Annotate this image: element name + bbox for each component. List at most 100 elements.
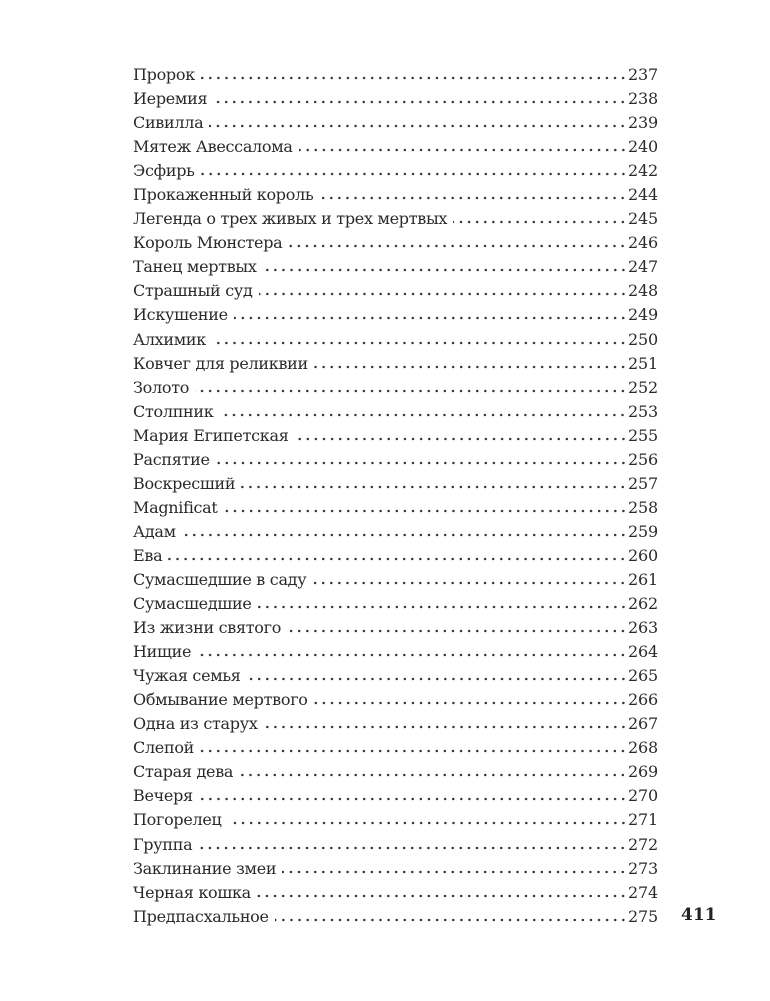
toc-entry-title: Король Мюнстера [133,233,283,253]
toc-entry-page: 270 [628,786,658,806]
toc-entry-title: Алхимик [133,329,206,349]
toc-entry-title: Золото [133,377,190,397]
toc-entry: Одна из старух 267 [133,712,658,736]
toc-entry: Золото 252 [133,376,658,400]
toc-entry-title: Группа [133,834,193,854]
toc-entry-page: 274 [628,882,658,902]
toc-entry: Нищие 264 [133,640,658,664]
dot-leader [200,76,628,80]
toc-entry: Искушение 249 [133,303,658,327]
dot-leader [233,316,628,321]
toc-entry: Magnificat 258 [133,496,658,520]
dot-leader [256,893,628,898]
table-of-contents: Пророк 237 Иеремия 238 Сивилла 239 Мятеж Авесс… [133,63,658,929]
toc-entry: Погорелец 271 [133,808,658,832]
toc-entry-page: 263 [628,618,658,638]
toc-entry: Воскресший 257 [133,472,658,496]
toc-entry-page: 264 [628,642,658,662]
dot-leader [211,340,628,345]
toc-entry-title: Распятие [133,449,210,469]
toc-entry-page: 251 [628,353,658,373]
toc-entry-title: Ева [133,545,163,565]
toc-entry: Сумасшедшие в саду 261 [133,568,658,592]
toc-entry-page: 238 [628,89,658,109]
toc-entry-title: Мария Египетская [133,425,289,445]
toc-entry-page: 253 [628,401,658,421]
dot-leader [168,556,628,561]
toc-entry-page: 273 [628,858,658,878]
dot-leader [209,124,628,129]
dot-leader [453,220,628,225]
toc-entry-title: Погорелец [133,810,222,830]
toc-entry-page: 260 [628,545,658,565]
dot-leader [200,172,628,177]
toc-entry-title: Обмывание мертвого [133,690,308,710]
toc-entry-title: Сивилла [133,113,204,133]
dot-leader [313,364,628,369]
toc-entry-page: 237 [628,65,658,84]
toc-entry: Слепой 268 [133,736,658,760]
dot-leader [294,436,628,441]
toc-entry: Чужая семья 265 [133,664,658,688]
toc-entry-page: 268 [628,738,658,758]
toc-entry: Танец мертвых 247 [133,255,658,279]
toc-entry-title: Вечеря [133,786,193,806]
dot-leader [239,773,628,778]
page-number: 411 [681,905,717,925]
toc-entry-title: Ковчег для реликвии [133,353,308,373]
toc-entry-page: 242 [628,161,658,181]
toc-entry-page: 244 [628,185,658,205]
toc-entry-title: Черная кошка [133,882,251,902]
toc-entry: Предпасхальное 275 [133,905,658,929]
toc-entry: Иеремия 238 [133,87,658,111]
toc-entry-page: 256 [628,449,658,469]
toc-entry: Столпник 253 [133,400,658,424]
toc-entry-page: 266 [628,690,658,710]
toc-entry-page: 259 [628,521,658,541]
toc-entry-page: 250 [628,329,658,349]
dot-leader [215,460,628,465]
toc-entry-page: 245 [628,209,658,229]
toc-entry: Заклинание змеи 273 [133,857,658,881]
toc-entry-title: Заклинание змеи [133,858,277,878]
dot-leader [246,677,628,682]
toc-entry-page: 261 [628,569,658,589]
toc-entry-page: 240 [628,137,658,157]
toc-entry-title: Искушение [133,305,228,325]
dot-leader [198,845,628,850]
dot-leader [181,532,628,537]
toc-entry: Ковчег для реликвии 251 [133,352,658,376]
toc-entry: Пророк 237 [133,63,658,87]
dot-leader [312,580,628,585]
toc-entry: Вечеря 270 [133,784,658,808]
toc-entry-title: Слепой [133,738,195,758]
toc-entry-page: 258 [628,497,658,517]
toc-entry-page: 249 [628,305,658,325]
dot-leader [262,268,628,273]
toc-entry: Обмывание мертвого 266 [133,688,658,712]
dot-leader [213,100,628,105]
toc-entry: Король Мюнстера 246 [133,231,658,255]
toc-entry-title: Танец мертвых [133,257,257,277]
toc-entry-title: Сумасшедшие в саду [133,569,307,589]
toc-entry: Алхимик 250 [133,328,658,352]
toc-entry: Эсфирь 242 [133,159,658,183]
dot-leader [219,412,628,417]
toc-entry: Из жизни святого 263 [133,616,658,640]
toc-entry-title: Предпасхальное [133,906,269,926]
toc-entry-title: Старая дева [133,762,234,782]
dot-leader [227,821,628,826]
toc-entry-title: Столпник [133,401,214,421]
dot-leader [313,701,628,706]
toc-entry-title: Чужая семья [133,666,241,686]
toc-entry-title: Страшный суд [133,281,253,301]
dot-leader [263,725,628,730]
toc-entry: Адам 259 [133,520,658,544]
toc-entry-title: Прокаженный король [133,185,314,205]
dot-leader [257,605,628,610]
toc-entry-title: Одна из старух [133,714,258,734]
toc-entry: Группа 272 [133,833,658,857]
toc-entry-title: Пророк [133,65,195,84]
toc-entry: Мария Египетская 255 [133,424,658,448]
toc-entry: Страшный суд 248 [133,279,658,303]
